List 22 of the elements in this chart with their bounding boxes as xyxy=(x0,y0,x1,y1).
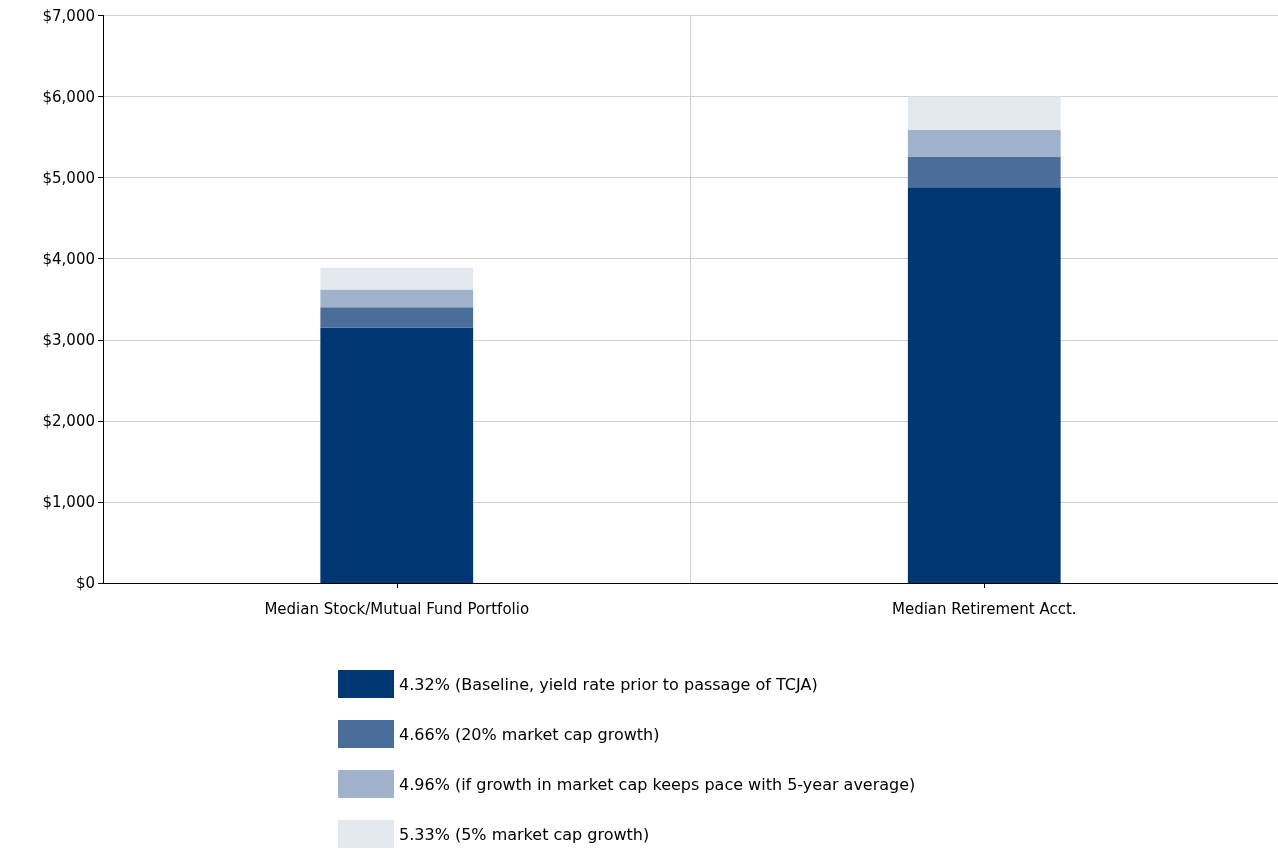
legend-label: 5.33% (5% market cap growth) xyxy=(399,824,650,844)
bar xyxy=(907,187,1061,583)
bar xyxy=(320,289,474,308)
legend-label: 4.96% (if growth in market cap keeps pace with 5-year average) xyxy=(399,774,916,794)
bar xyxy=(907,156,1061,188)
bar xyxy=(907,96,1061,130)
bar xyxy=(907,129,1061,157)
y-tick-label: $1,000 xyxy=(42,492,95,511)
y-tick-label: $2,000 xyxy=(42,411,95,430)
x-tick-label: Median Stock/Mutual Fund Portfolio xyxy=(264,599,530,618)
bar xyxy=(320,267,474,290)
legend-label: 4.66% (20% market cap growth) xyxy=(399,724,660,744)
y-tick-label: $4,000 xyxy=(42,249,95,268)
y-tick-label: $6,000 xyxy=(42,87,95,106)
y-tick-label: $5,000 xyxy=(42,168,95,187)
y-tick-label: $3,000 xyxy=(42,330,95,349)
bar xyxy=(320,327,474,583)
bar xyxy=(320,307,474,328)
y-tick-label: $0 xyxy=(75,574,95,592)
y-tick-label: $7,000 xyxy=(42,6,95,25)
x-tick-label: Median Retirement Acct. xyxy=(891,599,1077,618)
legend-label: 4.32% (Baseline, yield rate prior to passage of TCJA) xyxy=(399,674,818,694)
